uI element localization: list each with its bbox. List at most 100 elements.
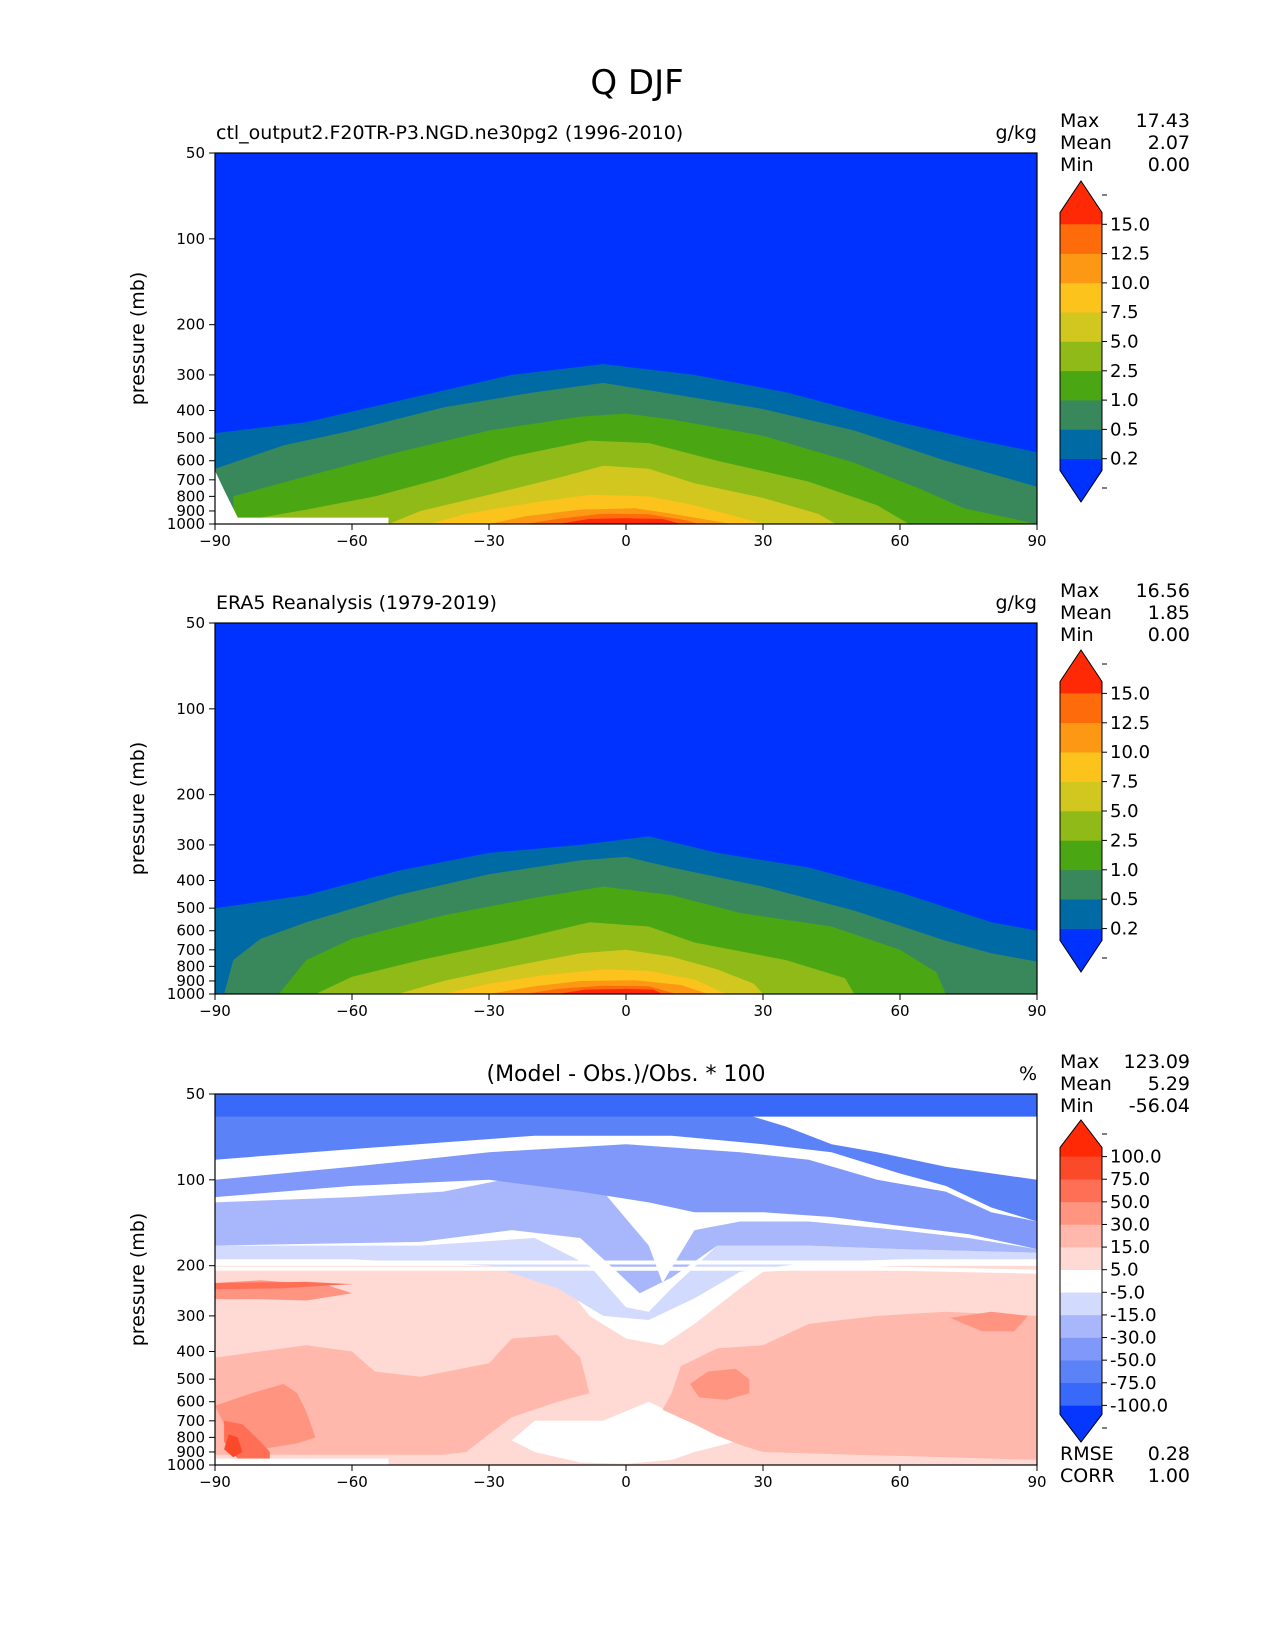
stat-value: 0.00 bbox=[1148, 154, 1190, 176]
colorbar-tick-label: 15.0 bbox=[1110, 214, 1150, 235]
colorbar-tick-label: -50.0 bbox=[1110, 1350, 1157, 1371]
y-tick-label: 700 bbox=[176, 471, 205, 489]
stat-label: Min bbox=[1060, 1095, 1094, 1117]
contour-panel-2: −90 −60 −30 0 30 60 90 50 100 200 300 400 500 6007008… bbox=[127, 580, 1190, 1020]
y-tick-label: 50 bbox=[186, 1085, 205, 1103]
units-label: % bbox=[1019, 1063, 1037, 1085]
colorbar-tick-label: -5.0 bbox=[1110, 1282, 1145, 1303]
x-tick-label: −30 bbox=[473, 532, 505, 550]
colorbar-swatch bbox=[1060, 1292, 1102, 1316]
contour-region-fill bbox=[215, 1105, 1037, 1222]
colorbar-tick-label: 30.0 bbox=[1110, 1214, 1150, 1235]
x-tick-label: 60 bbox=[890, 1473, 909, 1491]
y-tick-label: 300 bbox=[176, 1307, 205, 1325]
y-tick-label: 500 bbox=[176, 429, 205, 447]
colorbar-swatch bbox=[1060, 1201, 1102, 1225]
contour-band-fill bbox=[557, 518, 681, 524]
stat-value: 123.09 bbox=[1124, 1051, 1190, 1073]
y-tick-label: 300 bbox=[176, 836, 205, 854]
y-tick-label: 1000 bbox=[167, 515, 205, 533]
contour-region-fill bbox=[950, 1311, 1028, 1332]
contour-region-fill bbox=[215, 1281, 352, 1290]
topography-mask bbox=[215, 470, 389, 524]
colorbar-swatch bbox=[1060, 781, 1102, 812]
y-tick-label: 1000 bbox=[167, 1456, 205, 1474]
stat-value: 1.00 bbox=[1148, 1465, 1190, 1487]
y-tick-label: 600 bbox=[176, 452, 205, 470]
contour-panel-1: −90 −60 −30 0 30 60 90 50 100 200 300 400 500 6007008… bbox=[127, 110, 1190, 550]
colorbar-tick-label: 2.5 bbox=[1110, 830, 1139, 851]
stat-label: Max bbox=[1060, 1051, 1099, 1073]
x-tick-label: 30 bbox=[753, 532, 772, 550]
plot-area bbox=[215, 1094, 1037, 1465]
colorbar-tick-label: 1.0 bbox=[1110, 390, 1139, 411]
x-tick-label: 0 bbox=[621, 1002, 631, 1020]
colorbar-swatch bbox=[1060, 722, 1102, 753]
y-tick-label: 800 bbox=[176, 487, 205, 505]
colorbar-tick-label: 0.2 bbox=[1110, 919, 1139, 940]
stat-label: Min bbox=[1060, 624, 1094, 646]
colorbar-outline bbox=[1059, 1119, 1103, 1443]
colorbar-swatch bbox=[1060, 224, 1102, 254]
contour-region-fill bbox=[215, 1094, 1037, 1117]
colorbar-tick-label: -100.0 bbox=[1110, 1395, 1168, 1416]
colorbar-swatch bbox=[1060, 898, 1102, 929]
stat-value: -56.04 bbox=[1129, 1095, 1190, 1117]
colorbar-tick-label: 0.5 bbox=[1110, 419, 1139, 440]
colorbar-tick-label: 12.5 bbox=[1110, 244, 1150, 265]
colorbar: 0.2 0.5 1.0 2.5 5.0 7.5 10.0 12.5 15.0 bbox=[1059, 180, 1150, 503]
stat-value: 0.00 bbox=[1148, 624, 1190, 646]
colorbar-tick-label: 50.0 bbox=[1110, 1192, 1150, 1213]
y-tick-label: 500 bbox=[176, 1370, 205, 1388]
y-tick-label: 400 bbox=[176, 402, 205, 420]
colorbar-swatch bbox=[1060, 181, 1102, 213]
colorbar-swatch bbox=[1060, 840, 1102, 871]
contour-line bbox=[215, 1266, 1037, 1274]
y-tick-label: 800 bbox=[176, 957, 205, 975]
y-tick-label: 200 bbox=[176, 786, 205, 804]
stat-label: Mean bbox=[1060, 602, 1112, 624]
colorbar-tick-label: 15.0 bbox=[1110, 683, 1150, 704]
figure-title: Q DJF bbox=[590, 63, 683, 103]
y-tick-label: 50 bbox=[186, 144, 205, 162]
contour-region-fill bbox=[689, 1368, 750, 1400]
colorbar: -100.0-75.0-50.0-30.0-15.0-5.05.015.030.… bbox=[1059, 1119, 1168, 1443]
colorbar-swatch bbox=[1060, 810, 1102, 841]
colorbar-swatch bbox=[1060, 1414, 1102, 1442]
colorbar-swatch bbox=[1060, 1224, 1102, 1248]
y-tick-label: 700 bbox=[176, 941, 205, 959]
contour-region-fill bbox=[215, 1173, 1037, 1294]
stat-label: Mean bbox=[1060, 1073, 1112, 1095]
y-tick-label: 700 bbox=[176, 1412, 205, 1430]
y-tick-label: 300 bbox=[176, 366, 205, 384]
x-tick-label: −60 bbox=[336, 1473, 368, 1491]
x-tick-label: 90 bbox=[1027, 1473, 1046, 1491]
topography-mask bbox=[215, 1458, 389, 1465]
y-tick-label: 600 bbox=[176, 1393, 205, 1411]
colorbar-tick-label: -75.0 bbox=[1110, 1373, 1157, 1394]
colorbar-swatch bbox=[1060, 1178, 1102, 1203]
colorbar-swatch bbox=[1060, 399, 1102, 430]
y-tick-label: 400 bbox=[176, 1343, 205, 1361]
y-tick-label: 100 bbox=[176, 1171, 205, 1189]
stat-label: Min bbox=[1060, 154, 1094, 176]
x-tick-label: 90 bbox=[1027, 532, 1046, 550]
x-tick-label: 60 bbox=[890, 532, 909, 550]
colorbar-tick-label: 0.5 bbox=[1110, 889, 1139, 910]
colorbar-outline bbox=[1059, 180, 1103, 503]
colorbar-tick-label: 10.0 bbox=[1110, 273, 1150, 294]
colorbar-tick-label: -15.0 bbox=[1110, 1305, 1157, 1326]
contour-region-fill bbox=[662, 1311, 1037, 1460]
y-tick-label: 100 bbox=[176, 700, 205, 718]
colorbar-tick-label: 12.5 bbox=[1110, 713, 1150, 734]
colorbar-tick-label: 2.5 bbox=[1110, 361, 1139, 382]
colorbar-swatch bbox=[1060, 1382, 1102, 1406]
colorbar-tick-label: 1.0 bbox=[1110, 860, 1139, 881]
stat-value: 16.56 bbox=[1136, 580, 1190, 602]
colorbar-swatch bbox=[1060, 751, 1102, 782]
y-tick-label: 900 bbox=[176, 972, 205, 990]
colorbar-swatch bbox=[1060, 869, 1102, 900]
y-axis-label: pressure (mb) bbox=[127, 1213, 149, 1347]
y-axis-label: pressure (mb) bbox=[127, 272, 149, 406]
